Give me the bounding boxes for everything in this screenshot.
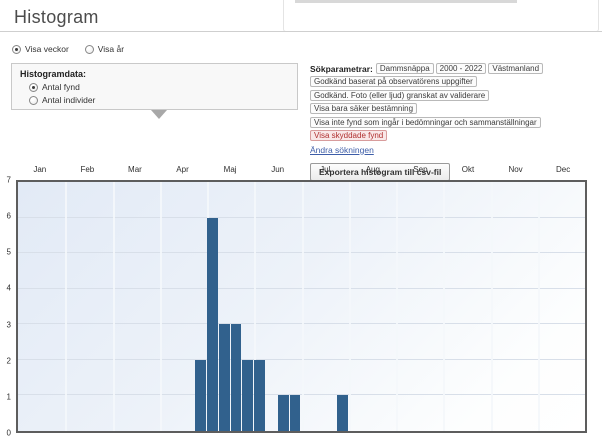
gridline-vertical	[159, 182, 162, 431]
radio-icon[interactable]	[84, 44, 94, 54]
search-filter-list: Godkänd baserat på observatörens uppgift…	[310, 76, 600, 128]
month-label: Mar	[128, 165, 142, 174]
search-tag[interactable]: Västmanland	[488, 63, 544, 74]
month-label: Maj	[223, 165, 237, 174]
month-label: Jun	[271, 165, 285, 174]
filter-row: Godkänd. Foto (eller ljud) granskat av v…	[310, 89, 600, 101]
gridline-vertical	[443, 182, 446, 431]
histogram-bar	[254, 359, 266, 431]
month-label: Feb	[80, 165, 95, 174]
search-tags: Dammsnäppa 2000 - 2022 Västmanland	[375, 63, 545, 74]
filter-tag[interactable]: Godkänd baserat på observatörens uppgift…	[310, 76, 477, 87]
filter-row: Visa bara säker bestämning	[310, 103, 600, 114]
y-tick-label: 6	[6, 211, 11, 221]
search-tag[interactable]: 2000 - 2022	[435, 63, 487, 74]
histogramdata-option-antal-fynd[interactable]: Antal fynd	[29, 82, 289, 92]
month-label: Apr	[176, 165, 189, 174]
view-option-visa-r[interactable]: Visa år	[84, 44, 125, 54]
top-panel-edge	[283, 0, 599, 32]
histogram-bar	[218, 324, 230, 431]
gridline-vertical	[254, 182, 257, 431]
histogram-chart	[16, 180, 587, 433]
radio-icon[interactable]	[29, 82, 38, 92]
search-tag[interactable]: Dammsnäppa	[375, 63, 434, 74]
search-parameters-panel: Sökparametrar: Dammsnäppa 2000 - 2022 Väst…	[310, 63, 600, 181]
gridline-vertical	[301, 182, 304, 431]
histogram-bar	[242, 359, 254, 431]
month-label: Jul	[320, 165, 331, 174]
radio-icon[interactable]	[29, 95, 38, 105]
gridline-vertical	[537, 182, 540, 431]
title-divider	[0, 31, 602, 32]
filter-row: Visa inte fynd som ingår i bedömningar o…	[310, 116, 600, 128]
gridline-vertical	[65, 182, 68, 431]
histogram-bar	[336, 395, 348, 431]
month-label: Okt	[461, 165, 475, 174]
month-label: Nov	[508, 165, 523, 174]
histogram-bar	[207, 217, 218, 431]
protected-findings-row: Visa skyddade fynd	[310, 130, 600, 141]
y-axis-labels: 0 1 2 3 4 5 6 7	[0, 176, 12, 438]
month-label: Jan	[33, 165, 47, 174]
filter-tag[interactable]: Godkänd. Foto (eller ljud) granskat av v…	[310, 89, 490, 101]
month-label: Dec	[556, 165, 571, 174]
search-parameters-label: Sökparametrar:	[310, 63, 373, 74]
y-tick-label: 4	[6, 283, 11, 293]
y-tick-label: 0	[6, 428, 11, 438]
y-tick-label: 5	[6, 247, 11, 257]
top-chrome-strip	[295, 0, 517, 3]
y-tick-label: 1	[6, 392, 11, 402]
filter-tag[interactable]: Visa bara säker bestämning	[310, 103, 418, 114]
month-axis-labels: Jan Feb Mar Apr Maj Jun Jul Aug Sep Okt Nov Dec	[16, 165, 587, 174]
month-label: Sep	[413, 165, 428, 174]
histogramdata-option-label: Antal individer	[42, 95, 96, 105]
histogramdata-panel: Histogramdata: Antal fynd Antal individer	[11, 63, 298, 110]
histogramdata-title: Histogramdata:	[20, 69, 87, 79]
gridline-vertical	[112, 182, 115, 431]
radio-icon[interactable]	[12, 44, 21, 54]
filter-row: Godkänd baserat på observatörens uppgift…	[310, 76, 600, 87]
histogram-bar	[289, 395, 301, 431]
view-option-label: Visa år	[97, 44, 125, 54]
view-option-label: Visa veckor	[25, 44, 69, 54]
y-tick-label: 2	[6, 356, 11, 366]
histogram-bar	[195, 359, 206, 431]
view-toggle-group: Visa veckor Visa år	[12, 44, 124, 54]
filter-tag-protected[interactable]: Visa skyddade fynd	[310, 130, 388, 141]
y-tick-label: 3	[6, 320, 11, 330]
page-title: Histogram	[14, 7, 99, 27]
histogramdata-options: Antal fynd Antal individer	[20, 82, 289, 105]
gridline-vertical	[348, 182, 351, 431]
filter-tag[interactable]: Visa inte fynd som ingår i bedömningar o…	[310, 116, 541, 128]
y-tick-label: 7	[6, 175, 11, 185]
histogram-bar	[230, 324, 242, 431]
histogramdata-option-label: Antal fynd	[42, 82, 80, 92]
panel-pointer-arrow-icon	[151, 110, 167, 119]
view-option-visa-veckor[interactable]: Visa veckor	[12, 44, 69, 54]
histogramdata-option-antal-individer[interactable]: Antal individer	[29, 95, 289, 105]
month-label: Aug	[365, 165, 380, 174]
search-parameters-row: Sökparametrar: Dammsnäppa 2000 - 2022 Väst…	[310, 63, 600, 74]
gridline-vertical	[490, 182, 493, 431]
edit-search-link[interactable]: Ändra sökningen	[310, 144, 374, 155]
gridline-vertical	[396, 182, 398, 431]
histogram-bar	[277, 395, 289, 431]
